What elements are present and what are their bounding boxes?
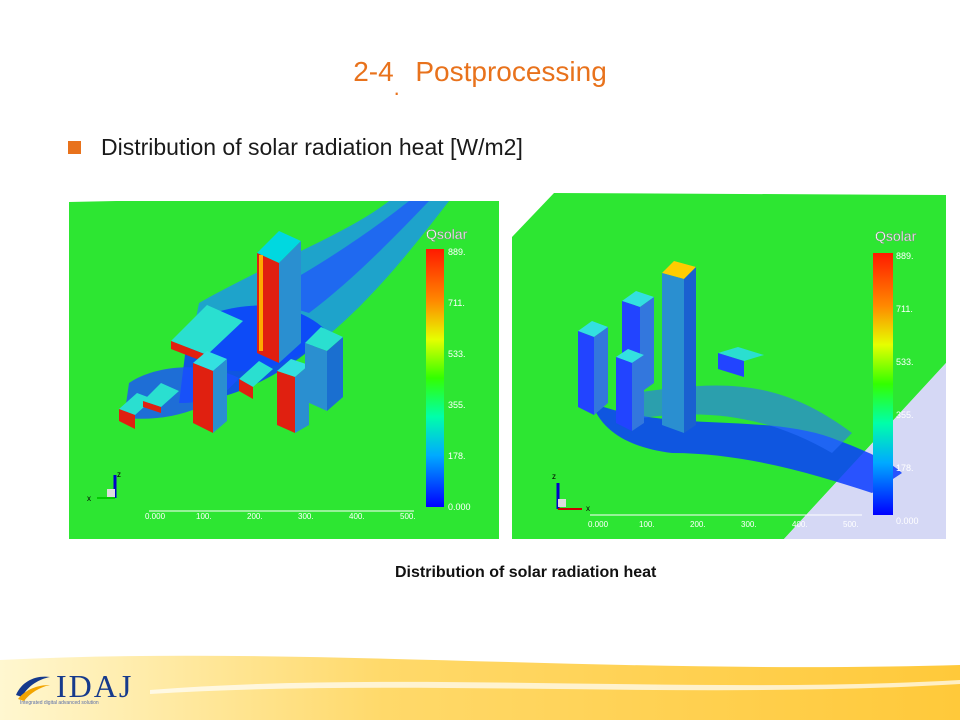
title-dot: . [393,75,400,100]
legend-tick-label: 889. [896,251,914,261]
legend-tick-label: 178. [896,463,914,473]
building [171,305,243,363]
legend-tick-label: 0.000 [448,502,471,512]
building [718,347,764,377]
building [616,349,644,431]
building [662,261,696,433]
axis-ticks: 0.000 100. 200. 300. 400. 500. [145,512,416,521]
legend-tick-label: 355. [896,410,914,420]
triad-z-label: z [117,470,121,479]
legend-tick-label: 533. [448,349,466,359]
axis-triad-icon: z x [87,470,121,503]
left-radiation-view: Qsolar 889. 711. 533. 355. 178. 0.000 0.000 10… [69,193,501,539]
triad-x-label: x [586,504,590,513]
legend-tick-label: 711. [448,298,465,308]
legend-tick-label: 178. [448,451,466,461]
axis-tick-label: 500. [843,520,859,529]
logo-text: IDAJ [56,668,134,704]
footer-swoosh [0,655,960,720]
triad-x-label: x [87,494,91,503]
building [277,359,309,433]
axis-tick-label: 500. [400,512,416,521]
axis-tick-label: 0.000 [588,520,609,529]
building [143,383,179,413]
idaj-logo: IDAJ [12,668,133,705]
logo-tagline: Integrated digital advanced solution [20,700,99,706]
legend-tick-label: 355. [448,400,466,410]
axis-tick-label: 100. [196,512,212,521]
axis-tick-label: 200. [247,512,263,521]
axis-ticks: 0.000 100. 200. 300. 400. 500. [588,520,859,529]
building [578,321,608,415]
slide-title: 2-4. Postprocessing [0,56,960,100]
axis-triad-icon: z x [552,472,590,513]
building [239,361,273,399]
axis-tick-label: 100. [639,520,655,529]
right-radiation-view: Qsolar 889. 711. 533. 355. 178. 0.000 0.000 10… [512,193,946,539]
axis-tick-label: 400. [792,520,808,529]
logo-swoosh-icon [16,676,50,701]
title-number: 2-4 [353,56,394,87]
legend-tick-label: 0.000 [896,516,919,526]
axis-tick-label: 300. [741,520,757,529]
legend-colorbar [873,253,893,515]
legend-ticks: 889. 711. 533. 355. 178. 0.000 [448,247,471,512]
building [119,393,153,429]
bullet-text: Distribution of solar radiation heat [W/… [101,134,523,160]
legend-tick-label: 711. [896,304,913,314]
legend-colorbar [426,249,444,507]
legend-tick-label: 533. [896,357,914,367]
building [305,327,343,411]
axis-tick-label: 400. [349,512,365,521]
building [193,351,227,433]
triad-z-label: z [552,472,556,481]
bullet-item: Distribution of solar radiation heat [W/… [68,134,523,161]
bullet-square-icon [68,141,81,154]
axis-tick-label: 200. [690,520,706,529]
axis-tick-label: 0.000 [145,512,166,521]
title-text: Postprocessing [415,56,607,87]
legend-ticks: 889. 711. 533. 355. 178. 0.000 [896,251,919,526]
building [257,231,301,363]
figure-caption: Distribution of solar radiation heat [395,564,657,581]
axis-tick-label: 300. [298,512,314,521]
legend-tick-label: 889. [448,247,466,257]
legend-title: Qsolar [875,228,917,244]
legend-title: Qsolar [426,226,468,242]
